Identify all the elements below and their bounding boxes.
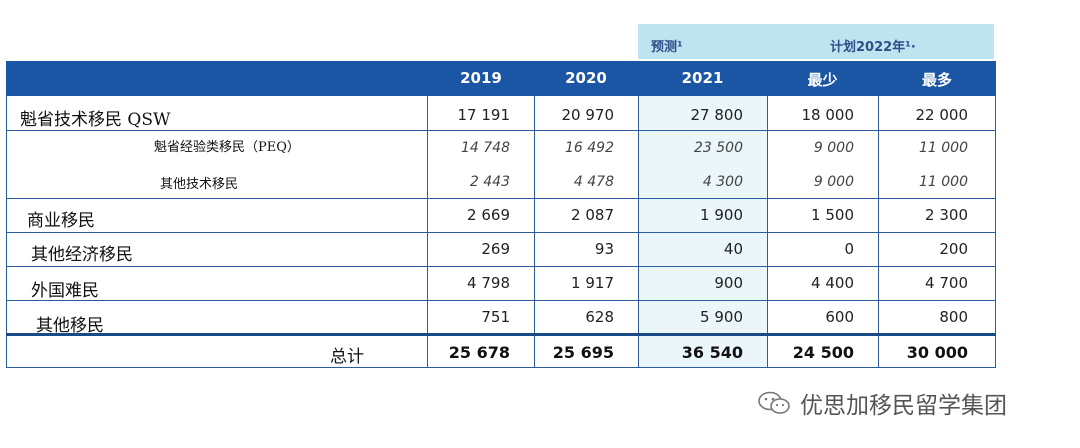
cell-business-min: 1 500 <box>811 206 854 224</box>
row-label-qsw: 魁省技术移民 QSW <box>20 110 171 130</box>
cell-other-skilled-2021: 4 300 <box>702 174 743 190</box>
grid-line <box>6 232 996 233</box>
cell-other-immigrants-2019: 751 <box>481 308 510 326</box>
col-header-2020: 2020 <box>565 69 607 87</box>
wechat-icon <box>757 391 793 415</box>
cell-other-skilled-max: 11 000 <box>919 174 968 190</box>
cell-other-immigrants-max: 800 <box>939 308 968 326</box>
cell-total-2020: 25 695 <box>552 343 614 362</box>
grid-line <box>6 266 996 267</box>
col-header-2019: 2019 <box>460 69 502 87</box>
col-header-2021: 2021 <box>681 69 724 87</box>
row-label-other-immigrants: 其他移民 <box>36 316 104 336</box>
cell-business-2019: 2 669 <box>467 206 510 224</box>
cell-qsw-2020: 20 970 <box>561 106 615 124</box>
cell-peq-max: 11 000 <box>919 140 968 156</box>
cell-business-max: 2 300 <box>925 206 968 224</box>
cell-qsw-2021: 27 800 <box>690 106 744 124</box>
row-label-business: 商业移民 <box>27 211 95 231</box>
cell-peq-2019: 14 748 <box>461 140 510 156</box>
plan-2022-label: 计划2022年¹· <box>830 40 916 55</box>
grid-line <box>6 130 996 131</box>
total-separator <box>6 333 996 336</box>
cell-qsw-max: 22 000 <box>915 106 969 124</box>
cell-refugees-2020: 1 917 <box>571 274 614 292</box>
row-label-refugees: 外国难民 <box>31 281 99 301</box>
cell-refugees-min: 4 400 <box>811 274 854 292</box>
forecast-label: 预测¹ <box>651 40 683 55</box>
row-label-total: 总计 <box>330 347 364 367</box>
cell-peq-min: 9 000 <box>813 140 854 156</box>
watermark-text: 优思加移民留学集团 <box>800 393 1007 419</box>
cell-refugees-2021: 900 <box>714 274 743 292</box>
cell-other-skilled-min: 9 000 <box>813 174 854 190</box>
grid-line <box>6 367 996 368</box>
cell-other-economic-max: 200 <box>939 240 968 258</box>
cell-business-2020: 2 087 <box>571 206 614 224</box>
cell-other-economic-2019: 269 <box>481 240 510 258</box>
cell-other-immigrants-2021: 5 900 <box>700 308 743 326</box>
forecast-plan-header-box <box>638 24 994 59</box>
cell-total-2019: 25 678 <box>448 343 510 362</box>
cell-other-skilled-2019: 2 443 <box>469 174 510 190</box>
col-header-min: 最少 <box>807 71 838 89</box>
cell-business-2021: 1 900 <box>700 206 743 224</box>
cell-peq-2020: 16 492 <box>565 140 614 156</box>
cell-qsw-2019: 17 191 <box>457 106 511 124</box>
cell-refugees-2019: 4 798 <box>467 274 510 292</box>
col-header-max: 最多 <box>921 71 952 89</box>
row-label-other-economic: 其他经济移民 <box>31 245 133 265</box>
cell-other-immigrants-min: 600 <box>825 308 854 326</box>
table-header-bar <box>6 61 996 96</box>
row-label-peq: 魁省经验类移民（PEQ） <box>154 140 300 155</box>
row-label-other-skilled: 其他技术移民 <box>160 177 239 192</box>
cell-other-skilled-2020: 4 478 <box>573 174 614 190</box>
cell-other-immigrants-2020: 628 <box>585 308 614 326</box>
cell-other-economic-2021: 40 <box>723 240 743 258</box>
cell-refugees-max: 4 700 <box>925 274 968 292</box>
cell-other-economic-2020: 93 <box>594 240 614 258</box>
cell-total-min: 24 500 <box>792 343 854 362</box>
cell-peq-2021: 23 500 <box>694 140 743 156</box>
cell-qsw-min: 18 000 <box>801 106 855 124</box>
cell-total-2021: 36 540 <box>681 343 743 362</box>
cell-other-economic-min: 0 <box>844 240 854 258</box>
grid-line <box>6 198 996 199</box>
cell-total-max: 30 000 <box>906 343 968 362</box>
grid-line <box>6 300 996 301</box>
